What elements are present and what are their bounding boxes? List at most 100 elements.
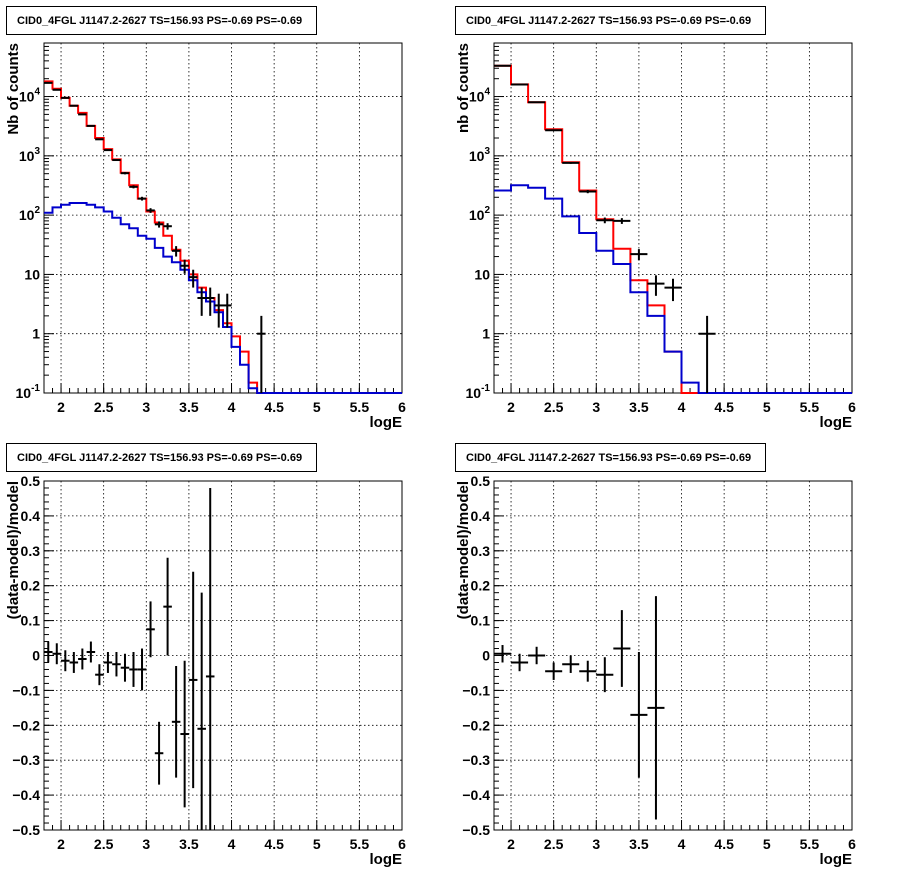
x-tick-label: 6 [398,399,406,415]
y-tick-label: −0.1 [462,682,490,698]
data-point [545,129,563,132]
x-tick-label: 4 [228,836,236,852]
data-point [171,246,181,257]
residual-point [154,721,164,785]
residual-point [545,662,563,680]
y-tick-label: 0.5 [21,473,41,489]
residual-point [180,660,189,808]
y-tick-label: 0.4 [471,508,491,524]
y-tick-label: 0.1 [21,613,41,629]
residual-point [86,641,96,663]
x-tick-label: 3 [592,836,600,852]
residual-point [112,652,121,677]
y-tick-label: 104 [19,87,41,105]
y-tick-label: 103 [469,146,491,164]
x-axis-label: logE [370,851,403,868]
data-point [112,159,121,162]
plot-frame [493,42,853,394]
y-tick-label: 0.3 [21,543,41,559]
x-axis-label: logE [820,414,853,431]
data-point [205,287,215,316]
residual-point [146,601,155,658]
chart-title: CID0_4FGL J1147.2-2627 TS=156.93 PS=-0.6… [466,452,751,464]
y-tick-label: −0.4 [12,787,40,803]
x-tick-label: 5 [313,836,321,852]
y-tick-label: 104 [469,87,491,105]
residual-point [596,657,614,693]
y-tick-label: −0.4 [462,787,490,803]
x-tick-label: 2.5 [544,836,564,852]
x-axis-label: logE [820,851,853,868]
residual-point [52,643,62,665]
y-tick-label: 0 [482,648,490,664]
y-tick-label: −0.2 [462,717,490,733]
data-point [664,278,682,302]
residual-point [562,655,580,673]
data-point [197,287,206,316]
x-tick-label: 4 [678,836,686,852]
x-tick-label: 5.5 [800,399,820,415]
x-tick-label: 5.5 [350,399,370,415]
chart-panel-4: CID0_4FGL J1147.2-2627 TS=156.93 PS=-0.6… [455,443,856,868]
y-tick-label: 102 [19,205,41,223]
residual-point [129,652,138,687]
y-tick-label: 0.2 [471,578,491,594]
y-tick-label: 0 [32,648,40,664]
y-tick-label: 10-1 [16,383,41,401]
chart-panel-1: CID0_4FGL J1147.2-2627 TS=156.93 PS=-0.6… [5,6,406,431]
x-tick-label: 4.5 [264,836,284,852]
data-point [596,217,614,224]
x-tick-label: 3.5 [629,399,649,415]
chart-panel-3: CID0_4FGL J1147.2-2627 TS=156.93 PS=-0.6… [5,443,406,868]
y-tick-label: −0.3 [462,752,490,768]
chart-panel-2: CID0_4FGL J1147.2-2627 TS=156.93 PS=-0.6… [455,6,856,431]
x-tick-label: 2 [57,399,65,415]
residual-point [44,641,53,663]
x-tick-label: 4.5 [264,399,284,415]
x-tick-label: 3 [142,836,150,852]
y-tick-label: −0.2 [12,717,40,733]
chart-title-box [455,6,766,35]
y-tick-label: 10 [24,266,40,282]
residual-point [630,652,648,778]
y-axis-label: nb of counts [455,43,472,133]
x-tick-label: 2.5 [94,836,114,852]
y-tick-label: −0.1 [12,682,40,698]
y-tick-label: −0.5 [462,822,490,838]
x-tick-label: 4 [678,399,686,415]
y-tick-label: 103 [19,146,41,164]
x-tick-label: 5 [763,399,771,415]
x-tick-label: 4 [228,399,236,415]
data-point [180,259,189,274]
data-point [579,189,597,194]
x-tick-label: 6 [848,836,856,852]
data-point [163,223,172,230]
y-tick-label: −0.5 [12,822,40,838]
data-point [78,113,87,116]
y-tick-label: 0.4 [21,508,41,524]
data-point [154,221,164,228]
y-tick-label: 10 [474,266,490,282]
residual-point [95,664,104,686]
x-tick-label: 5 [313,399,321,415]
plot-frame [493,480,853,831]
data-point [86,124,96,127]
x-tick-label: 3.5 [179,399,199,415]
x-tick-label: 3.5 [179,836,199,852]
data-point [613,218,631,224]
chart-title-box [6,6,317,35]
x-tick-label: 3 [592,399,600,415]
data-point [698,315,716,393]
residual-point [78,648,87,670]
x-tick-label: 6 [848,399,856,415]
x-tick-label: 2 [507,399,515,415]
x-axis-label: logE [370,414,403,431]
x-tick-label: 3.5 [629,836,649,852]
residual-point [528,646,546,665]
residual-point [188,571,198,789]
data-point [146,208,155,213]
y-tick-label: 0.5 [471,473,491,489]
residual-point [61,650,70,672]
residual-point [120,653,130,682]
